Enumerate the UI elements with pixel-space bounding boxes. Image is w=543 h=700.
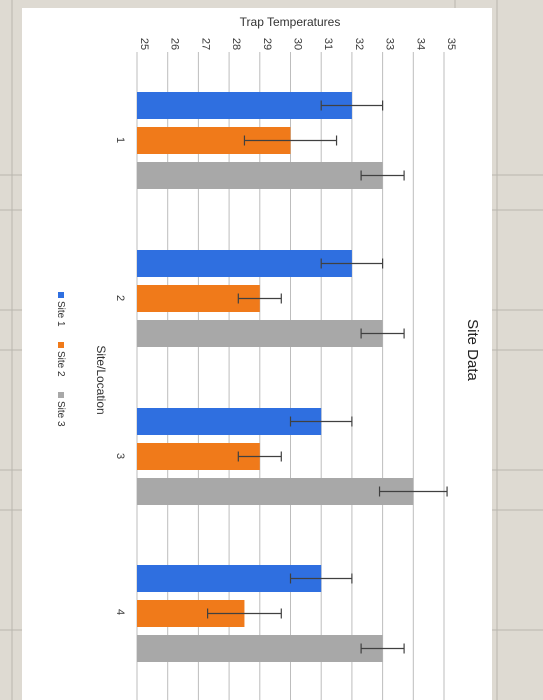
bars [137,92,414,662]
category-labels: 1 2 3 4 [114,137,126,615]
error-bar [289,416,353,427]
error-bar [237,451,282,462]
legend: Site 1 Site 2 Site 3 [55,292,66,427]
y-tick-label: 32 [353,38,365,50]
bar [137,250,352,277]
bar [137,162,383,189]
y-tick-label: 35 [445,38,457,50]
y-tick-label: 34 [414,38,426,50]
y-tick-label: 29 [261,38,273,50]
error-bar [207,608,282,619]
error-bar [289,573,353,584]
error-bar [237,293,282,304]
y-tick-label: 33 [384,38,396,50]
y-tick-label: 27 [199,38,211,50]
error-bar [243,135,338,146]
bar [137,635,383,662]
y-tick-label: 31 [322,38,334,50]
y-axis-title: Trap Temperatures [240,15,341,29]
legend-label: Site 3 [55,401,66,427]
bar [137,92,352,119]
category-label: 1 [114,137,126,143]
legend-swatch [58,342,64,348]
category-label: 3 [114,453,126,459]
bar [137,478,414,505]
error-bar [360,643,405,654]
error-bars [207,100,448,654]
error-bar [320,100,384,111]
y-tick-labels: 25 26 27 28 29 30 31 32 33 34 35 [138,38,457,50]
error-bar [360,170,405,181]
category-label: 2 [114,295,126,301]
error-bar [320,258,384,269]
x-axis-title: Site/Location [94,345,108,414]
legend-swatch [58,392,64,398]
legend-label: Site 2 [55,351,66,377]
y-tick-label: 26 [169,38,181,50]
y-tick-label: 25 [138,38,150,50]
y-tick-label: 30 [292,38,304,50]
error-bar [360,328,405,339]
legend-swatch [58,292,64,298]
y-tick-label: 28 [230,38,242,50]
chart-title: Site Data [464,319,481,381]
legend-label: Site 1 [55,301,66,327]
error-bar [378,486,448,497]
category-label: 4 [114,609,126,615]
bar [137,320,383,347]
